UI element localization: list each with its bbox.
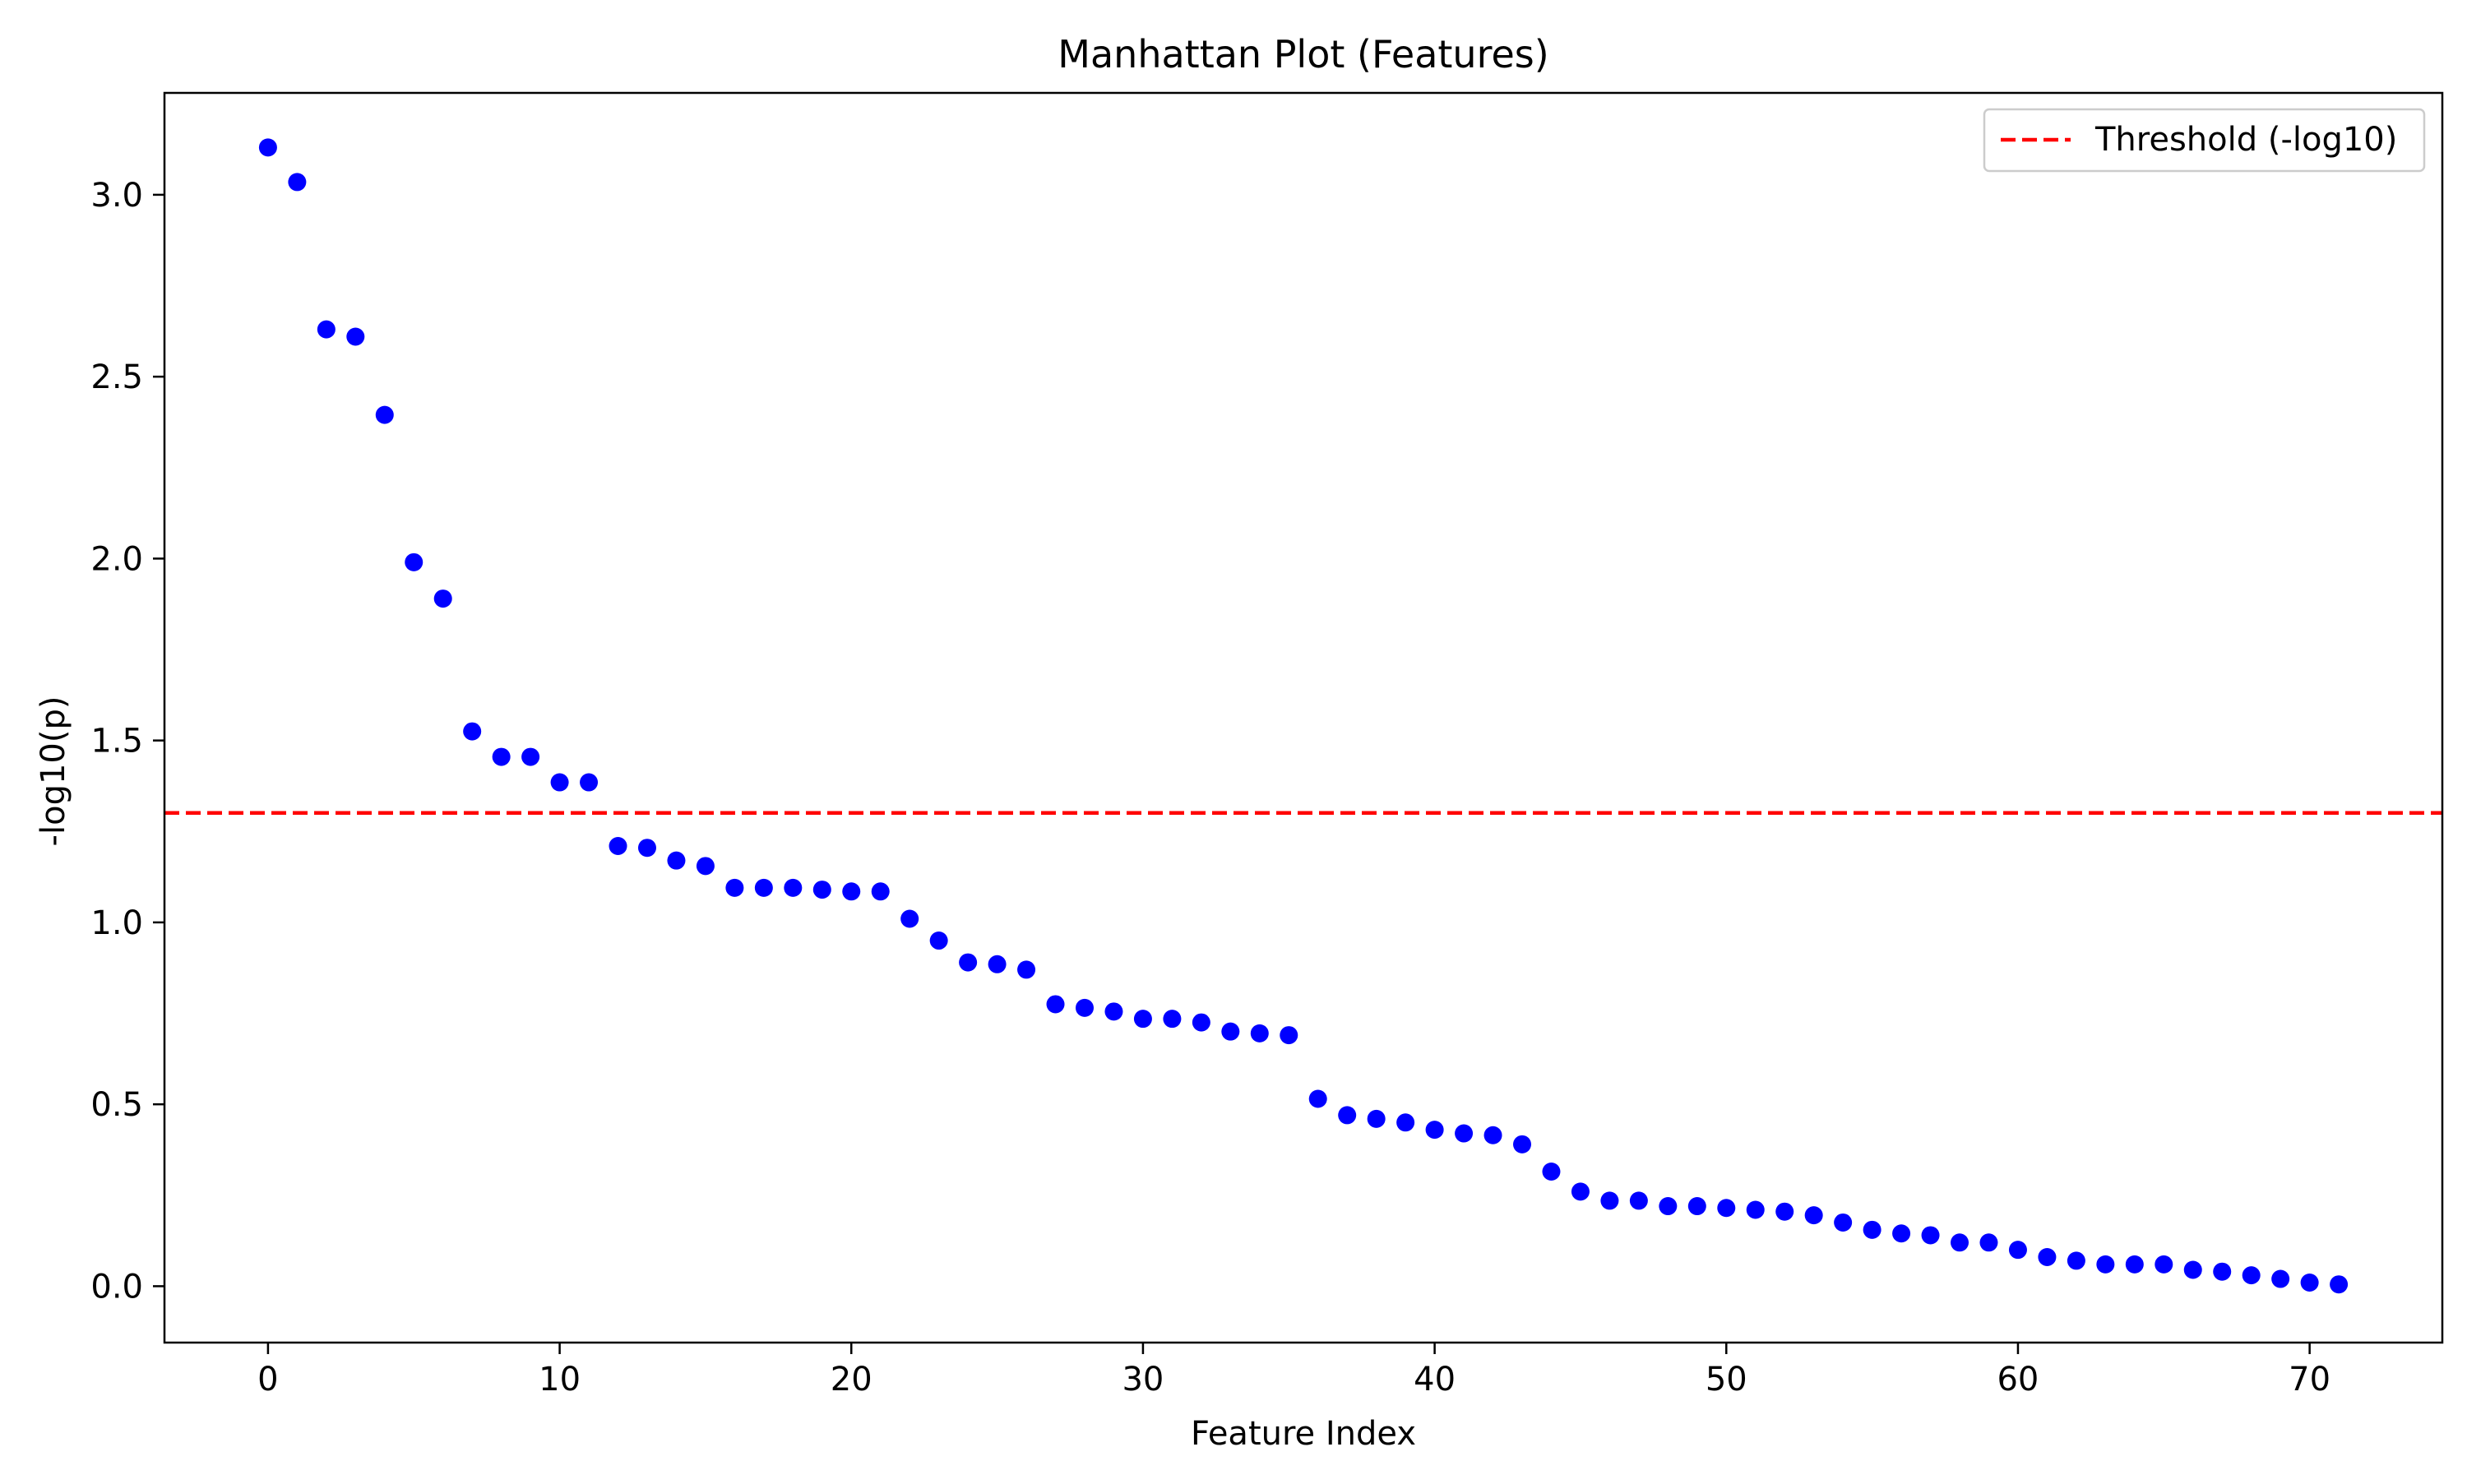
data-point bbox=[1921, 1226, 1940, 1245]
x-tick-label: 50 bbox=[1706, 1361, 1747, 1398]
data-point bbox=[2183, 1260, 2202, 1279]
data-point bbox=[433, 589, 452, 608]
data-point bbox=[637, 839, 656, 858]
data-point bbox=[1163, 1010, 1182, 1029]
data-point bbox=[1017, 960, 1036, 979]
data-point bbox=[842, 882, 861, 901]
data-point bbox=[1600, 1191, 1619, 1210]
chart-title: Manhattan Plot (Features) bbox=[1058, 32, 1548, 76]
data-point bbox=[521, 747, 540, 766]
data-point bbox=[2271, 1269, 2290, 1288]
data-point bbox=[1513, 1135, 1532, 1153]
data-point bbox=[1542, 1163, 1561, 1181]
data-point bbox=[725, 878, 744, 897]
data-point bbox=[609, 836, 627, 855]
data-point bbox=[1571, 1182, 1590, 1201]
axis-ticks: 0 10 20 30 40 50 60 70 0.0 0.5 1.0 1.5 2.0 2.5 3.0 bbox=[90, 177, 2330, 1398]
data-point bbox=[1308, 1089, 1327, 1108]
x-tick-label: 70 bbox=[2289, 1361, 2330, 1398]
x-tick-label: 30 bbox=[1122, 1361, 1164, 1398]
data-point bbox=[1687, 1197, 1706, 1216]
data-point bbox=[346, 327, 365, 346]
data-point bbox=[1629, 1191, 1648, 1210]
data-point bbox=[1075, 998, 1094, 1017]
data-point bbox=[463, 722, 482, 741]
plot-area-frame bbox=[163, 91, 2444, 1344]
data-point bbox=[375, 405, 394, 424]
data-point bbox=[2242, 1266, 2261, 1285]
legend: Threshold (-log10) bbox=[1983, 108, 2426, 173]
data-point bbox=[900, 909, 919, 928]
data-point bbox=[696, 857, 715, 876]
data-point bbox=[1221, 1022, 1240, 1041]
data-point bbox=[1775, 1202, 1794, 1221]
data-point bbox=[405, 552, 424, 571]
data-point bbox=[1250, 1024, 1269, 1042]
data-point bbox=[2125, 1255, 2144, 1274]
data-point bbox=[812, 881, 831, 899]
x-tick-label: 60 bbox=[1997, 1361, 2039, 1398]
y-tick-label: 2.5 bbox=[90, 358, 143, 396]
data-point bbox=[667, 851, 686, 870]
x-tick-label: 20 bbox=[831, 1361, 872, 1398]
data-point bbox=[1979, 1233, 1998, 1252]
data-point bbox=[1046, 995, 1065, 1014]
data-point bbox=[1280, 1026, 1298, 1045]
data-point bbox=[1717, 1199, 1736, 1218]
y-tick-label: 3.0 bbox=[90, 177, 143, 215]
data-point bbox=[1863, 1220, 1881, 1239]
data-point bbox=[1892, 1224, 1911, 1243]
x-tick-label: 40 bbox=[1414, 1361, 1456, 1398]
y-tick-label: 2.0 bbox=[90, 540, 143, 578]
data-points bbox=[258, 138, 2349, 1294]
data-point bbox=[492, 747, 511, 766]
data-point bbox=[1104, 1002, 1123, 1021]
data-point bbox=[1133, 1010, 1152, 1029]
data-point bbox=[317, 320, 336, 339]
y-axis-label: -log10(p) bbox=[35, 696, 72, 847]
data-point bbox=[784, 878, 803, 897]
data-point bbox=[959, 953, 978, 972]
x-axis-label: Feature Index bbox=[1191, 1415, 1416, 1453]
data-point bbox=[929, 932, 948, 950]
legend-threshold-label: Threshold (-log10) bbox=[2094, 121, 2397, 159]
data-point bbox=[988, 955, 1007, 973]
x-tick-label: 0 bbox=[257, 1361, 278, 1398]
data-point bbox=[1804, 1206, 1823, 1225]
data-point bbox=[2155, 1255, 2173, 1274]
data-point bbox=[1338, 1106, 1357, 1125]
x-tick-label: 10 bbox=[539, 1361, 581, 1398]
data-point bbox=[1659, 1197, 1678, 1216]
y-tick-label: 1.0 bbox=[90, 904, 143, 942]
data-point bbox=[1192, 1013, 1210, 1032]
data-point bbox=[1396, 1113, 1415, 1132]
data-point bbox=[1455, 1124, 1474, 1143]
data-point bbox=[288, 173, 307, 192]
data-point bbox=[1367, 1109, 1386, 1128]
y-tick-label: 0.5 bbox=[90, 1086, 143, 1124]
data-point bbox=[1951, 1233, 1969, 1252]
data-point bbox=[550, 773, 569, 792]
data-point bbox=[2038, 1248, 2057, 1267]
data-point bbox=[2330, 1275, 2349, 1294]
data-point bbox=[871, 882, 890, 901]
data-point bbox=[2008, 1241, 2027, 1260]
data-point bbox=[2067, 1251, 2085, 1270]
data-point bbox=[754, 878, 773, 897]
y-tick-label: 0.0 bbox=[90, 1268, 143, 1306]
legend-box bbox=[1983, 108, 2426, 173]
data-point bbox=[2096, 1255, 2115, 1274]
data-point bbox=[2213, 1262, 2232, 1281]
data-point bbox=[1483, 1126, 1502, 1144]
data-point bbox=[1746, 1200, 1765, 1219]
data-point bbox=[1425, 1121, 1444, 1140]
data-point bbox=[580, 773, 599, 792]
data-point bbox=[1834, 1213, 1853, 1232]
data-point bbox=[2300, 1273, 2319, 1292]
data-point bbox=[258, 138, 277, 157]
y-tick-label: 1.5 bbox=[90, 723, 143, 760]
